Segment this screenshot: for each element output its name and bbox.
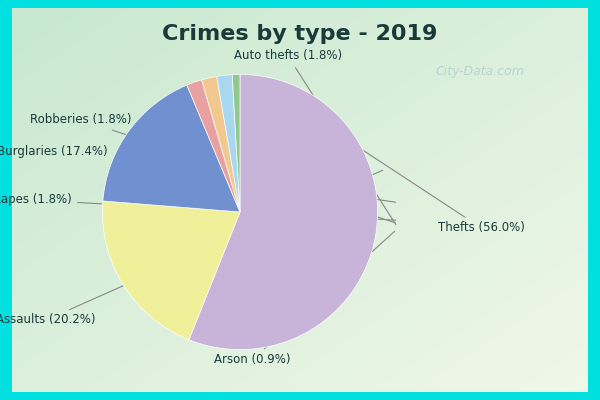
Wedge shape bbox=[187, 80, 240, 212]
Wedge shape bbox=[189, 74, 377, 350]
Text: Arson (0.9%): Arson (0.9%) bbox=[214, 231, 395, 366]
Text: Auto thefts (1.8%): Auto thefts (1.8%) bbox=[234, 50, 396, 224]
Text: Thefts (56.0%): Thefts (56.0%) bbox=[317, 120, 525, 234]
Text: Crimes by type - 2019: Crimes by type - 2019 bbox=[163, 24, 437, 44]
Text: Rapes (1.8%): Rapes (1.8%) bbox=[0, 194, 395, 220]
Wedge shape bbox=[103, 201, 240, 340]
Text: Assaults (20.2%): Assaults (20.2%) bbox=[0, 170, 383, 326]
Wedge shape bbox=[217, 75, 240, 212]
Wedge shape bbox=[232, 74, 240, 212]
Text: City-Data.com: City-Data.com bbox=[436, 66, 524, 78]
Text: Burglaries (17.4%): Burglaries (17.4%) bbox=[0, 146, 395, 202]
Wedge shape bbox=[103, 85, 240, 212]
Text: Robberies (1.8%): Robberies (1.8%) bbox=[31, 114, 395, 223]
Wedge shape bbox=[202, 76, 240, 212]
